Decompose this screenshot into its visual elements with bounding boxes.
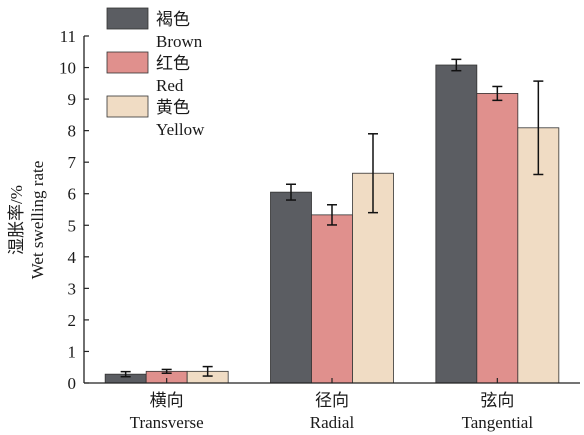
y-tick-label: 10 (59, 59, 76, 78)
y-axis-title-en: Wet swelling rate (28, 161, 47, 280)
legend-label-en: Yellow (156, 120, 205, 139)
y-tick-label: 8 (68, 122, 77, 141)
legend-swatch (106, 7, 149, 30)
bars (104, 58, 560, 384)
legend-label-cn: 红色 (156, 54, 190, 73)
x-tick-label-cn: 径向 (315, 391, 349, 410)
bar (270, 191, 312, 384)
y-tick-label: 6 (68, 185, 77, 204)
y-tick-label: 3 (68, 279, 77, 298)
y-axis-title-cn: 湿胀率/% (7, 185, 26, 255)
x-tick-label-en: Radial (310, 413, 355, 432)
y-tick-label: 2 (68, 311, 77, 330)
y-tick-label: 7 (68, 153, 77, 172)
legend-swatch (106, 51, 149, 74)
legend-label-en: Brown (156, 32, 203, 51)
y-tick-label: 4 (68, 248, 77, 267)
y-tick-label: 11 (60, 27, 76, 46)
x-tick-label-cn: 横向 (150, 391, 184, 410)
x-tick-label-en: Tangential (462, 413, 534, 432)
legend-label-en: Red (156, 76, 184, 95)
bar (311, 214, 353, 384)
bar (476, 93, 519, 384)
y-tick-label: 0 (68, 374, 77, 393)
legend-label-cn: 黄色 (156, 98, 190, 117)
y-axis: 0 1 2 3 4 5 6 7 8 9 10 11 (59, 27, 89, 393)
x-tick-label-en: Transverse (130, 413, 204, 432)
legend-swatch (106, 95, 149, 118)
y-tick-label: 5 (68, 216, 77, 235)
bar (435, 64, 478, 384)
legend: 褐色 Brown 红色 Red 黄色 Yellow (106, 7, 205, 139)
legend-label-cn: 褐色 (156, 10, 190, 29)
x-axis: 横向 Transverse 径向 Radial 弦向 Tangential (84, 378, 580, 432)
y-tick-label: 9 (68, 90, 77, 109)
x-tick-label-cn: 弦向 (480, 391, 514, 410)
y-tick-label: 1 (68, 342, 77, 361)
